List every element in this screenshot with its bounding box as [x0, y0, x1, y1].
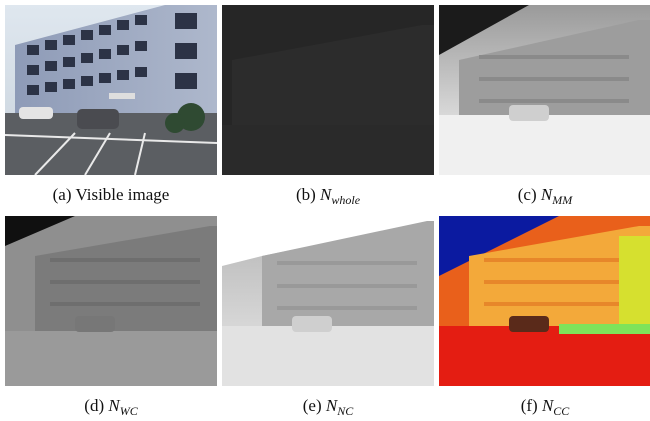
panel-n-cc — [439, 216, 650, 386]
caption-e: (e) NNC — [302, 396, 354, 418]
colormap-thermal-image — [439, 216, 650, 386]
mid-thermal-image — [5, 216, 217, 386]
light-thermal-image — [222, 216, 434, 386]
caption-d: (d) NWC — [84, 396, 138, 418]
caption-a: (a) Visible image — [52, 185, 170, 204]
panel-visible-image — [5, 5, 217, 175]
caption-b: (b) Nwhole — [295, 185, 361, 207]
panel-n-mm — [439, 5, 650, 175]
caption-c: (c) NMM — [517, 185, 573, 207]
panel-n-nc — [222, 216, 434, 386]
panel-n-wc — [5, 216, 217, 386]
bright-thermal-image — [439, 5, 650, 175]
visible-building-photo — [5, 5, 217, 175]
dark-thermal-image — [222, 5, 434, 175]
caption-f: (f) NCC — [520, 396, 570, 418]
panel-n-whole — [222, 5, 434, 175]
